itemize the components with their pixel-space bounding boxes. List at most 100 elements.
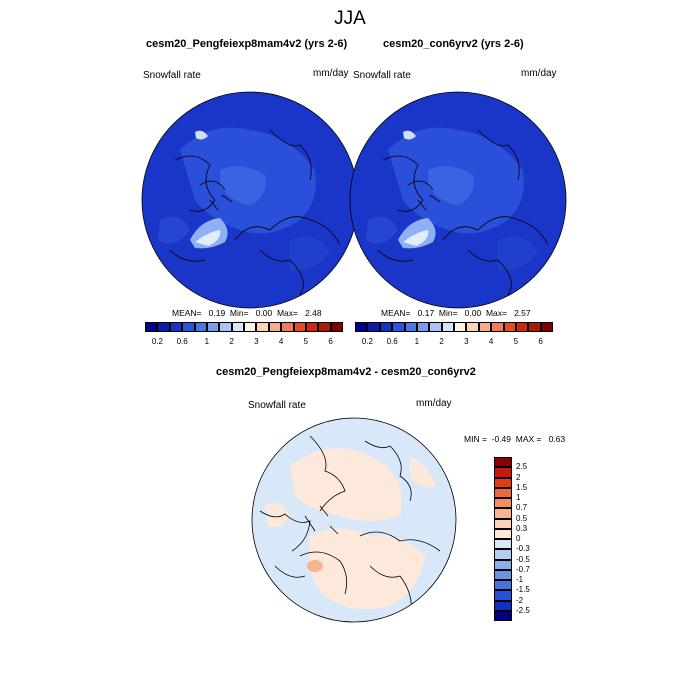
panel-2-colorbar-tick-label: 0.6 <box>386 337 398 346</box>
panel-2-colorbar-cell <box>540 322 553 332</box>
panel-2-title: cesm20_con6yrv2 (yrs 2-6) <box>383 38 524 50</box>
panel-2-max-label: Max= <box>485 308 507 318</box>
panel-1-colorbar-cell <box>244 322 257 332</box>
panel-1-colorbar-cell <box>219 322 232 332</box>
diff-colorbar-cell <box>494 539 512 550</box>
panel-2-colorbar-cell <box>466 322 479 332</box>
panel-1-colorbar-cell <box>169 322 183 332</box>
panel-1-colorbar-cell <box>256 322 269 332</box>
panel-2-colorbar-cell <box>503 322 516 332</box>
diff-colorbar-cell <box>494 518 512 529</box>
panel-1-colorbar-cell <box>268 322 282 332</box>
diff-polar-map <box>251 417 457 623</box>
panel-1-colorbar-cell <box>206 322 220 332</box>
panel-1-colorbar-cell <box>231 322 244 332</box>
panel-2-stats: MEAN= 0.17 Min= 0.00 Max= 2.57 <box>381 308 531 318</box>
diff-colorbar-cell <box>494 610 512 621</box>
panel-1-colorbar-tick-label: 4 <box>278 337 284 346</box>
diff-colorbar-cell <box>494 477 512 488</box>
panel-1-colorbar-tick-label: 3 <box>254 337 259 346</box>
diff-colorbar-cell <box>494 549 512 560</box>
panel-2-colorbar-cell <box>416 322 430 332</box>
diff-colorbar-tick-label: -0.7 <box>516 564 530 574</box>
panel-1-colorbar-tick-label: 6 <box>328 337 333 346</box>
diff-colorbar-tick-label: 0.5 <box>516 513 528 523</box>
panel-2-colorbar-cell <box>429 322 442 332</box>
panel-2-colorbar-tick-label: 1 <box>414 337 420 346</box>
diff-colorbar-tick-label: 0.7 <box>516 503 528 513</box>
panel-1-colorbar-cell <box>145 322 158 332</box>
panel-1-colorbar-cell <box>318 322 331 332</box>
panel-2-colorbar-cell <box>441 322 454 332</box>
panel-1-colorbar-cell <box>157 322 170 332</box>
diff-colorbar-cell <box>494 508 512 519</box>
panel-1-title: cesm20_Pengfeiexp8mam4v2 (yrs 2-6) <box>146 38 348 50</box>
diff-colorbar-tick-label: -1.5 <box>516 585 530 595</box>
panel-1-variable-label: Snowfall rate <box>143 70 201 81</box>
panel-1-min-value: 0.00 <box>255 308 273 318</box>
panel-1-colorbar-cell <box>194 322 207 332</box>
panel-2-max-value: 2.57 <box>514 308 531 318</box>
panel-2-variable-label: Snowfall rate <box>353 70 411 81</box>
diff-colorbar-tick-label: 2 <box>516 472 521 482</box>
panel-1-polar-map <box>141 91 359 309</box>
diff-colorbar-cell <box>494 457 512 468</box>
diff-max-label: MAX = <box>515 434 542 444</box>
panel-1-units-label: mm/day <box>313 68 349 79</box>
panel-2-colorbar-cell <box>404 322 417 332</box>
diff-colorbar-tick-label: -2 <box>516 595 524 605</box>
diff-colorbar-cell <box>494 559 512 570</box>
diff-colorbar-cell <box>494 528 512 539</box>
panel-1-colorbar-cell <box>182 322 195 332</box>
diff-colorbar-tick-label: 1 <box>516 493 521 502</box>
panel-1-colorbar-cell <box>305 322 319 332</box>
panel-1-colorbar-tick-label: 0.6 <box>176 337 188 346</box>
panel-1-colorbar <box>145 322 343 332</box>
diff-colorbar-cell <box>494 569 512 580</box>
panel-2-colorbar-cell <box>478 322 492 332</box>
panel-2-colorbar-cell <box>379 322 393 332</box>
panel-2-mean-value: 0.17 <box>417 308 435 318</box>
panel-2-colorbar-cell <box>454 322 467 332</box>
diff-colorbar-tick-label: -0.3 <box>516 544 530 554</box>
panel-1-colorbar-tick-label: 0.2 <box>151 337 163 346</box>
panel-1-mean-value: 0.19 <box>208 308 226 318</box>
diff-min-value: -0.49 <box>491 434 512 444</box>
diff-colorbar-labels: 2.5 2 1.5 1 0.7 0.5 0.3 0 -0.3 -0.5 -0.7 -1 -1.5 -2 -2… <box>516 457 546 621</box>
panel-1-colorbar-cell <box>281 322 294 332</box>
diff-colorbar-cell <box>494 467 512 478</box>
panel-1-colorbar-tick-label: 5 <box>303 337 309 346</box>
panel-2-colorbar-tick-label: 6 <box>538 337 543 346</box>
panel-2-units-label: mm/day <box>521 68 557 79</box>
panel-2-colorbar-cell <box>355 322 368 332</box>
panel-1-min-label: Min= <box>229 308 249 318</box>
panel-2-colorbar-tick-label: 0.2 <box>361 337 373 346</box>
panel-1-max-label: Max= <box>276 308 298 318</box>
panel-2-colorbar-tick-label: 5 <box>513 337 519 346</box>
panel-1-max-value: 2.48 <box>305 308 322 318</box>
panel-1-colorbar-cell <box>330 322 343 332</box>
figure-title: JJA <box>334 8 366 29</box>
panel-2-colorbar-cell <box>367 322 380 332</box>
panel-2-mean-label: MEAN= <box>381 308 411 318</box>
panel-2-polar-map <box>349 91 567 309</box>
panel-2-colorbar-cell <box>392 322 405 332</box>
diff-colorbar-tick-label: 1.5 <box>516 482 528 492</box>
diff-colorbar-cell <box>494 600 512 611</box>
panel-2-colorbar-tick-label: 3 <box>464 337 469 346</box>
panel-2-colorbar-cell <box>528 322 541 332</box>
diff-panel-title: cesm20_Pengfeiexp8mam4v2 - cesm20_con6yr… <box>216 366 476 378</box>
panel-2-min-label: Min= <box>438 308 458 318</box>
diff-colorbar-tick-label: 0.3 <box>516 523 528 533</box>
diff-stats: MIN = -0.49 MAX = 0.63 <box>464 434 565 444</box>
panel-2-colorbar-cell <box>491 322 504 332</box>
panel-2-colorbar-cell <box>515 322 529 332</box>
panel-1-stats: MEAN= 0.19 Min= 0.00 Max= 2.48 <box>172 308 322 318</box>
diff-colorbar-tick-label: -1 <box>516 575 524 584</box>
panel-2-colorbar-tick-label: 4 <box>488 337 494 346</box>
diff-colorbar-cell <box>494 580 512 591</box>
panel-1-colorbar-tick-label: 2 <box>229 337 234 346</box>
panel-1-colorbar-labels: 0.2 0.6 1 2 3 4 5 6 <box>145 337 343 349</box>
diff-colorbar-tick-label: 0 <box>516 534 521 543</box>
panel-1-mean-label: MEAN= <box>172 308 202 318</box>
